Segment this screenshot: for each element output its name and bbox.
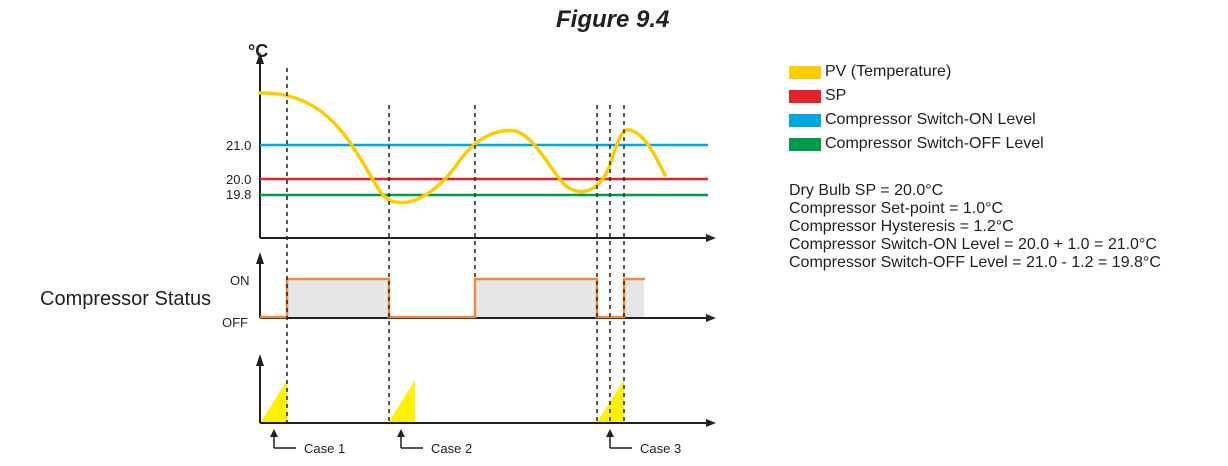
compressor-panel: ON OFF xyxy=(222,252,716,330)
note-switch-off-level: Compressor Switch-OFF Level = 21.0 - 1.2… xyxy=(789,254,1161,271)
parameter-notes: Dry Bulb SP = 20.0°C Compressor Set-poin… xyxy=(789,182,1161,272)
level-label-19-8: 19.8 xyxy=(226,187,251,202)
pv-temperature-curve xyxy=(258,91,667,205)
event-markers xyxy=(286,68,625,422)
legend-label-pv: PV (Temperature) xyxy=(825,63,952,80)
timing-diagram: °C 21.0 20.0 19.8 ON OFF xyxy=(222,41,716,456)
case-2-label: Case 2 xyxy=(431,441,472,456)
x-axis-temperature-arrow xyxy=(706,234,716,242)
legend-item-switch-off: Compressor Switch-OFF Level xyxy=(789,132,1044,156)
case-1-label: Case 1 xyxy=(304,441,345,456)
legend-item-pv: PV (Temperature) xyxy=(789,60,1044,84)
legend-label-switch-off: Compressor Switch-OFF Level xyxy=(825,135,1044,152)
y-axis-trigger-arrow xyxy=(256,354,264,366)
trigger-ramp-case-2 xyxy=(389,380,415,422)
case-3-label: Case 3 xyxy=(640,441,681,456)
legend-swatch-sp xyxy=(789,89,821,103)
compressor-on-fill-3 xyxy=(624,279,644,317)
status-on-label: ON xyxy=(230,273,250,288)
y-axis-compressor-arrow xyxy=(256,252,264,264)
x-axis-compressor-arrow xyxy=(706,314,716,322)
legend-item-sp: SP xyxy=(789,84,1044,108)
case-3-callout: Case 3 xyxy=(606,429,681,456)
y-axis-unit: °C xyxy=(248,41,268,61)
legend: PV (Temperature) SP Compressor Switch-ON… xyxy=(789,60,1044,156)
x-axis-trigger-arrow xyxy=(706,419,716,427)
legend-label-switch-on: Compressor Switch-ON Level xyxy=(825,111,1036,128)
case-callouts: Case 1 Case 2 Case 3 xyxy=(270,429,681,456)
legend-swatch-pv xyxy=(789,65,821,79)
level-label-20: 20.0 xyxy=(226,172,251,187)
note-switch-on-level: Compressor Switch-ON Level = 20.0 + 1.0 … xyxy=(789,236,1157,253)
note-compressor-hysteresis: Compressor Hysteresis = 1.2°C xyxy=(789,218,1014,235)
legend-label-sp: SP xyxy=(825,87,847,104)
level-label-21: 21.0 xyxy=(226,138,251,153)
note-compressor-setpoint: Compressor Set-point = 1.0°C xyxy=(789,200,1004,217)
note-dry-bulb-sp: Dry Bulb SP = 20.0°C xyxy=(789,182,944,199)
legend-swatch-switch-on xyxy=(789,113,821,127)
temperature-panel: °C 21.0 20.0 19.8 xyxy=(226,41,716,242)
case-2-callout: Case 2 xyxy=(397,429,472,456)
legend-swatch-switch-off xyxy=(789,137,821,151)
y-axis-temperature-arrow xyxy=(256,52,264,64)
compressor-status-label: Compressor Status xyxy=(40,288,212,310)
case-1-callout: Case 1 xyxy=(270,429,345,456)
compressor-on-fill-1 xyxy=(287,279,389,317)
figure-title: Figure 9.4 xyxy=(556,6,670,33)
legend-item-switch-on: Compressor Switch-ON Level xyxy=(789,108,1044,132)
status-off-label: OFF xyxy=(222,315,248,330)
compressor-on-fill-2 xyxy=(475,279,597,317)
trigger-panel xyxy=(256,354,716,427)
trigger-ramp-case-1 xyxy=(261,380,287,422)
